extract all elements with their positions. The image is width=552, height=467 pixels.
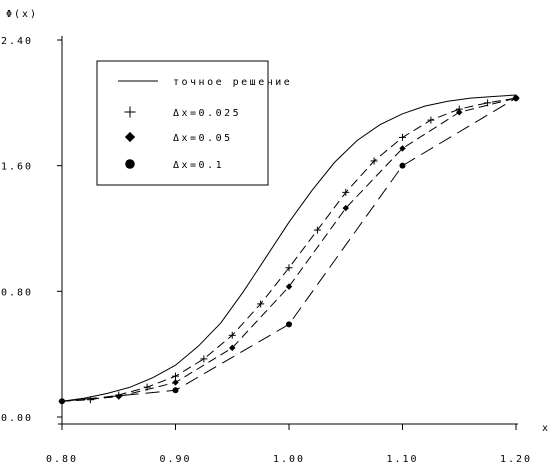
- y-tick-label: 2.40: [1, 36, 33, 47]
- data-point: [285, 264, 293, 272]
- series-0: [61, 94, 517, 402]
- data-point: [342, 204, 349, 212]
- legend-marker: [125, 159, 135, 169]
- legend-entry: точное решение: [118, 77, 292, 88]
- data-point: [59, 398, 65, 405]
- data-point: [399, 162, 406, 169]
- data-point: [456, 109, 463, 116]
- data-point: [427, 116, 435, 124]
- legend-entry: Δx=0.1: [125, 159, 224, 171]
- x-tick-label: 1.10: [386, 454, 418, 465]
- y-axis-title: Φ(x): [6, 9, 38, 20]
- data-point: [257, 300, 265, 308]
- data-point: [484, 99, 492, 107]
- series-line: [61, 97, 517, 402]
- series-3: [59, 95, 519, 405]
- series-line: [61, 97, 517, 402]
- axes: 0.00 0.80 1.60 2.40 0.80 0.90 1.00 1.10 1.20 Φ(x)…: [1, 9, 550, 465]
- data-point: [86, 396, 94, 404]
- data-point: [228, 331, 236, 339]
- legend-label: Δx=0.05: [173, 133, 233, 144]
- data-point: [286, 321, 292, 328]
- legend-marker: [124, 131, 136, 143]
- data-point: [313, 226, 321, 234]
- legend-entry: Δx=0.025: [124, 106, 241, 119]
- y-tick-label: 1.60: [1, 162, 33, 173]
- data-point: [399, 145, 406, 152]
- legend-label: Δx=0.1: [173, 160, 224, 171]
- data-point: [513, 95, 519, 102]
- legend-entry: Δx=0.05: [124, 131, 233, 144]
- data-point: [200, 355, 208, 363]
- x-tick-label: 1.20: [500, 454, 532, 465]
- data-point: [115, 393, 122, 400]
- legend-marker: [124, 106, 136, 118]
- x-axis-title: x: [542, 423, 550, 434]
- x-tick-label: 0.90: [159, 454, 191, 465]
- data-point: [172, 372, 179, 380]
- data-point: [229, 344, 236, 352]
- data-point: [172, 387, 179, 394]
- data-point: [172, 379, 179, 386]
- x-tick-label: 1.00: [273, 454, 305, 465]
- x-tick-label: 0.80: [46, 454, 78, 465]
- series-line: [61, 94, 517, 402]
- series-layer: [58, 94, 520, 405]
- y-tick-label: 0.00: [1, 413, 33, 424]
- data-point: [370, 157, 378, 165]
- legend: точное решение Δx=0.025 Δx=0.05 Δx=0.1: [96, 60, 292, 186]
- legend-label: точное решение: [173, 77, 292, 88]
- legend-label: Δx=0.025: [173, 108, 241, 119]
- series-line: [61, 97, 517, 402]
- data-point: [285, 283, 293, 290]
- y-tick-label: 0.80: [1, 287, 33, 298]
- data-point: [399, 133, 406, 141]
- data-point: [342, 188, 350, 196]
